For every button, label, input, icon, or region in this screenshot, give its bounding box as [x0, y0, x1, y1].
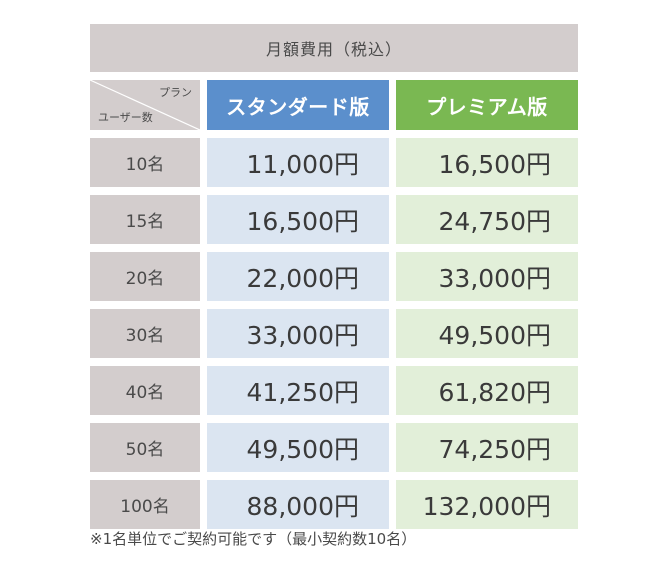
standard-price-cell: 49,500円 — [207, 423, 389, 472]
user-count-cell: 50名 — [90, 423, 200, 472]
premium-price-cell: 24,750円 — [396, 195, 578, 244]
standard-price-cell: 16,500円 — [207, 195, 389, 244]
diagonal-divider — [90, 80, 200, 130]
table-row: 50名 49,500円 74,250円 — [90, 423, 578, 472]
user-count-cell: 20名 — [90, 252, 200, 301]
premium-price-cell: 132,000円 — [396, 480, 578, 529]
user-count-cell: 40名 — [90, 366, 200, 415]
table-row: 40名 41,250円 61,820円 — [90, 366, 578, 415]
standard-price-cell: 33,000円 — [207, 309, 389, 358]
standard-plan-header: スタンダード版 — [207, 80, 389, 130]
premium-price-cell: 61,820円 — [396, 366, 578, 415]
table-row: 10名 11,000円 16,500円 — [90, 138, 578, 187]
table-row: 20名 22,000円 33,000円 — [90, 252, 578, 301]
premium-price-cell: 74,250円 — [396, 423, 578, 472]
standard-price-cell: 88,000円 — [207, 480, 389, 529]
premium-price-cell: 16,500円 — [396, 138, 578, 187]
user-count-cell: 10名 — [90, 138, 200, 187]
corner-header-cell: プラン ユーザー数 — [90, 80, 200, 130]
standard-price-cell: 22,000円 — [207, 252, 389, 301]
standard-price-cell: 11,000円 — [207, 138, 389, 187]
user-count-cell: 30名 — [90, 309, 200, 358]
pricing-table: 月額費用（税込） プラン ユーザー数 スタンダード版 プレミアム版 10名 11… — [90, 24, 578, 529]
table-row: 30名 33,000円 49,500円 — [90, 309, 578, 358]
corner-plan-label: プラン — [159, 86, 192, 99]
footnote: ※1名単位でご契約可能です（最小契約数10名） — [90, 530, 417, 548]
corner-users-label: ユーザー数 — [98, 111, 153, 124]
table-title: 月額費用（税込） — [90, 24, 578, 72]
plan-header-row: プラン ユーザー数 スタンダード版 プレミアム版 — [90, 80, 578, 130]
user-count-cell: 100名 — [90, 480, 200, 529]
premium-price-cell: 49,500円 — [396, 309, 578, 358]
table-row: 15名 16,500円 24,750円 — [90, 195, 578, 244]
standard-price-cell: 41,250円 — [207, 366, 389, 415]
premium-price-cell: 33,000円 — [396, 252, 578, 301]
user-count-cell: 15名 — [90, 195, 200, 244]
premium-plan-header: プレミアム版 — [396, 80, 578, 130]
table-row: 100名 88,000円 132,000円 — [90, 480, 578, 529]
